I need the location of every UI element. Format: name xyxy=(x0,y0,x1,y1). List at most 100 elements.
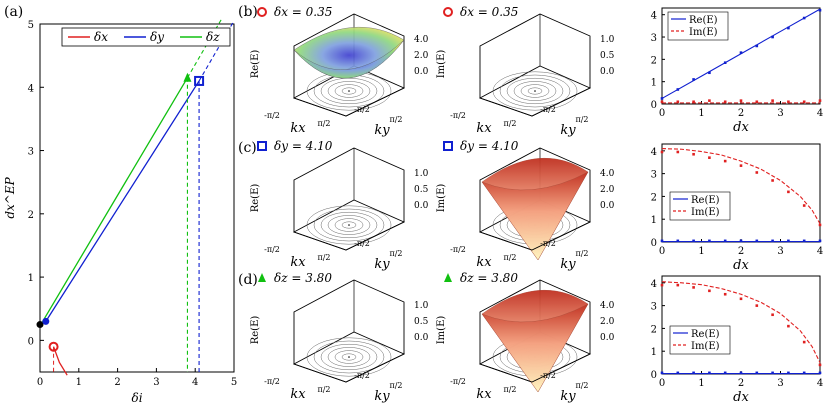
data-point xyxy=(818,363,822,367)
data-point xyxy=(660,100,664,104)
y-tick-label: 4 xyxy=(651,147,657,158)
right-chart-d-right: 0 1 2 3 4 0 1 2 3 4 dx Re(E)Im(E) xyxy=(651,275,823,405)
title-marker xyxy=(444,273,452,282)
data-point xyxy=(692,371,695,375)
x-tick-label: 4 xyxy=(192,377,198,388)
legend-box xyxy=(669,325,731,355)
kx-tick: -π/2 xyxy=(264,377,280,386)
contour-line xyxy=(527,87,543,95)
data-point xyxy=(660,150,664,154)
data-point xyxy=(692,286,695,289)
surface-b-left: kx ky -π/2 π/2 -π/2 π/2 Re(E) 4.0 2.0 0.0 δx = 0.3… xyxy=(250,5,429,138)
box-front xyxy=(479,87,591,117)
axes-frame xyxy=(661,275,821,375)
y-tick-label: 4 xyxy=(28,83,34,94)
right-chart-c-right: 0 1 2 3 4 0 1 2 3 4 dx Re(E)Im(E) xyxy=(651,143,823,273)
ky-tick: -π/2 xyxy=(540,239,556,248)
data-point xyxy=(739,164,743,167)
data-point xyxy=(708,239,711,243)
data-point xyxy=(818,99,822,102)
ky-tick: π/2 xyxy=(575,115,588,124)
contour-center xyxy=(348,356,350,358)
data-point xyxy=(771,35,774,39)
data-point xyxy=(802,204,806,207)
ky-label: ky xyxy=(560,389,576,404)
y-tick-label: 0 xyxy=(651,238,657,249)
y-tick-label: 2 xyxy=(651,324,657,335)
ky-label: ky xyxy=(374,257,390,272)
data-point xyxy=(723,371,727,375)
data-point xyxy=(708,71,711,75)
data-point xyxy=(723,239,727,243)
x-tick-label: 1 xyxy=(698,108,704,119)
contour-line xyxy=(520,84,550,98)
data-point xyxy=(739,297,743,301)
y-tick-label: 1 xyxy=(651,78,657,89)
x-tick-label: 0 xyxy=(659,108,665,119)
data-point xyxy=(708,156,711,159)
data-point xyxy=(676,283,680,287)
data-point xyxy=(771,313,774,317)
data-point xyxy=(802,100,806,104)
data-point xyxy=(771,371,774,375)
ky-label: ky xyxy=(374,389,390,404)
y-tick-label: 1 xyxy=(651,215,657,226)
data-point xyxy=(771,179,774,182)
z-tick-label: 0.0 xyxy=(414,333,429,343)
contour-line xyxy=(341,221,357,229)
title-marker xyxy=(258,273,266,282)
kx-label: kx xyxy=(290,255,306,270)
kx-label: kx xyxy=(476,121,492,136)
x-tick-label: 3 xyxy=(153,377,159,388)
contour-line xyxy=(513,81,557,101)
y-tick-label: 3 xyxy=(651,170,657,181)
contour-line xyxy=(341,353,357,361)
legend-label: Im(E) xyxy=(689,27,718,38)
series-dash-δz xyxy=(186,17,223,79)
legend-label: Re(E) xyxy=(691,329,720,340)
x-tick-label: 0 xyxy=(659,378,665,389)
y-tick-label: 1 xyxy=(651,347,657,358)
x-tick-label: 4 xyxy=(817,378,823,389)
z-tick-label: 2.0 xyxy=(600,185,615,195)
z-axis-label: Re(E) xyxy=(250,50,261,79)
data-point xyxy=(708,99,711,102)
x-tick-label: 2 xyxy=(114,377,120,388)
data-point xyxy=(755,239,759,243)
data-point xyxy=(818,239,822,243)
kx-tick: π/2 xyxy=(503,385,516,394)
box-front xyxy=(479,221,591,251)
surface-title: δx = 0.35 xyxy=(460,5,518,19)
data-point xyxy=(723,100,727,104)
series-line-δx xyxy=(52,346,68,376)
data-point xyxy=(787,371,790,375)
contour-line xyxy=(327,347,371,367)
contour-line xyxy=(492,71,578,111)
series-line-Im(E) xyxy=(661,148,821,225)
series-line-Im(E) xyxy=(661,281,821,363)
data-point xyxy=(787,324,790,328)
panel-label-c: (c) xyxy=(238,140,257,156)
axes-frame xyxy=(39,23,235,373)
ky-label: ky xyxy=(374,123,390,138)
x-tick-label: 2 xyxy=(738,246,744,257)
kx-tick: -π/2 xyxy=(264,111,280,120)
data-point xyxy=(723,61,727,64)
contour-line xyxy=(306,205,392,245)
legend-label: δz xyxy=(206,30,220,44)
y-tick-label: 0 xyxy=(28,336,34,347)
box-front xyxy=(293,87,405,117)
data-point xyxy=(48,341,59,352)
y-tick-label: 3 xyxy=(651,302,657,313)
kx-tick: -π/2 xyxy=(264,245,280,254)
box-back xyxy=(293,147,405,232)
contour-line xyxy=(334,218,364,232)
panel-a-chart: 0 1 2 3 4 5 0 1 2 3 4 5 δi dx^EP δx δy δz xyxy=(3,17,237,405)
data-point xyxy=(739,371,743,375)
z-tick-label: 1.0 xyxy=(414,169,429,179)
data-point xyxy=(787,239,790,243)
contour-line xyxy=(306,337,392,377)
surface-blue-front xyxy=(293,39,405,79)
data-point xyxy=(36,321,44,329)
data-point xyxy=(660,239,664,243)
